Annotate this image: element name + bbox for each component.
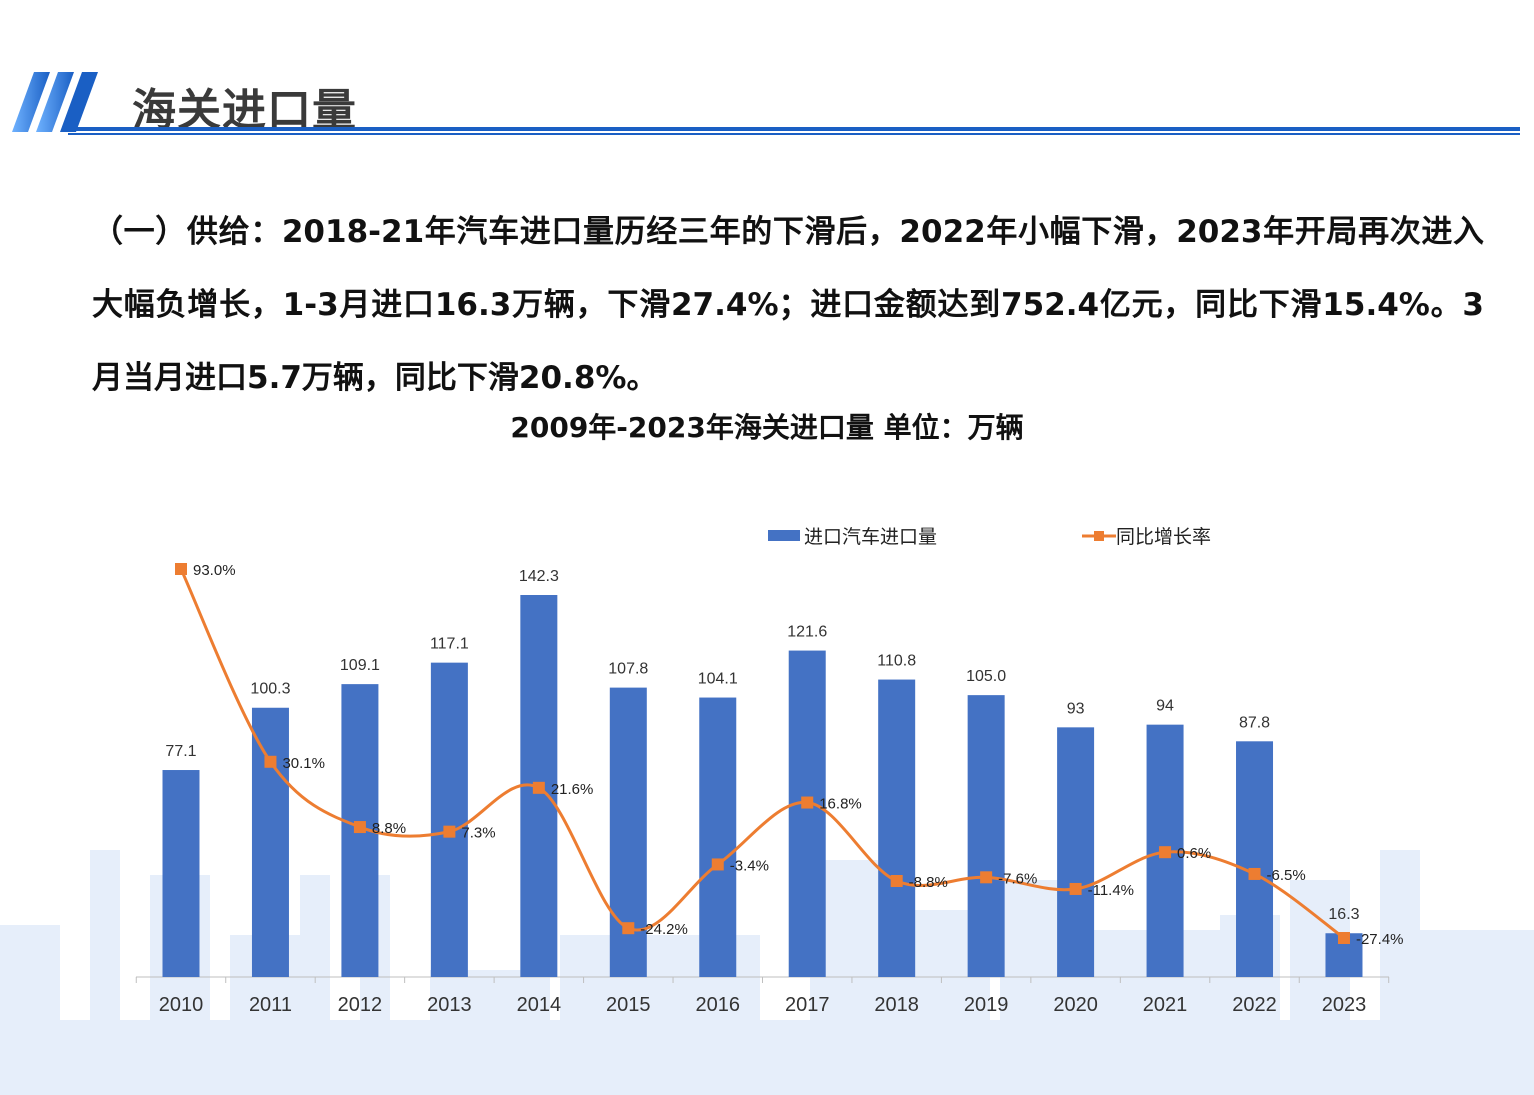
chart-title: 2009年-2023年海关进口量 单位：万辆 bbox=[510, 411, 1024, 444]
growth-label-2010: 93.0% bbox=[193, 562, 236, 579]
bar-2020 bbox=[1057, 727, 1095, 977]
growth-label-2014: 21.6% bbox=[551, 781, 594, 798]
bar-2013 bbox=[430, 662, 468, 977]
bar-2022 bbox=[1236, 741, 1274, 977]
growth-label-2021: 0.6% bbox=[1177, 845, 1211, 862]
x-tick-label-2011: 2011 bbox=[249, 994, 292, 1016]
header-divider-thin bbox=[68, 133, 1520, 135]
bar-label-2013: 117.1 bbox=[430, 636, 469, 653]
growth-label-2013: 7.3% bbox=[461, 825, 495, 842]
x-tick-label-2022: 2022 bbox=[1232, 994, 1277, 1016]
x-tick-label-2010: 2010 bbox=[159, 994, 204, 1016]
bar-label-2019: 105.0 bbox=[966, 668, 1006, 685]
growth-point-2018 bbox=[890, 874, 903, 887]
x-tick-label-2013: 2013 bbox=[427, 994, 472, 1016]
legend-item-bar: 进口汽车进口量 bbox=[768, 522, 937, 549]
x-tick-label-2012: 2012 bbox=[338, 994, 383, 1016]
legend-bar-swatch bbox=[768, 530, 800, 541]
x-tick-label-2023: 2023 bbox=[1322, 994, 1367, 1016]
growth-point-2010 bbox=[175, 563, 187, 575]
bar-label-2020: 93 bbox=[1067, 700, 1085, 717]
growth-label-2019: -7.6% bbox=[998, 870, 1037, 887]
header-stripes-icon bbox=[12, 72, 98, 132]
growth-point-2021 bbox=[1159, 846, 1172, 859]
growth-label-2015: -24.2% bbox=[640, 921, 688, 938]
bar-label-2016: 104.1 bbox=[698, 671, 738, 688]
growth-point-2011 bbox=[264, 755, 277, 768]
growth-point-2023 bbox=[1337, 932, 1350, 944]
growth-point-2014 bbox=[532, 781, 545, 794]
growth-label-2022: -6.5% bbox=[1267, 867, 1306, 884]
bar-2018 bbox=[878, 679, 916, 977]
bar-2019 bbox=[967, 695, 1005, 977]
growth-point-2017 bbox=[801, 796, 814, 809]
bar-label-2017: 121.6 bbox=[787, 624, 827, 641]
bar-label-2012: 109.1 bbox=[340, 657, 380, 674]
bar-label-2018: 110.8 bbox=[877, 653, 916, 670]
growth-label-2016: -3.4% bbox=[730, 857, 769, 874]
growth-point-2019 bbox=[980, 871, 993, 884]
growth-label-2018: -8.8% bbox=[909, 874, 948, 891]
summary-paragraph: （一）供给：2018-21年汽车进口量历经三年的下滑后，2022年小幅下滑，20… bbox=[92, 214, 1484, 396]
growth-label-2017: 16.8% bbox=[819, 796, 862, 813]
bar-label-2015: 107.8 bbox=[608, 661, 648, 678]
growth-point-2013 bbox=[443, 825, 456, 838]
bar-label-2023: 16.3 bbox=[1328, 906, 1359, 923]
bar-2016 bbox=[699, 697, 737, 977]
bar-label-2011: 100.3 bbox=[250, 681, 290, 698]
x-tick-label-2017: 2017 bbox=[785, 994, 830, 1016]
header-divider bbox=[68, 127, 1520, 131]
legend-line-swatch bbox=[1082, 530, 1116, 541]
growth-point-2012 bbox=[353, 821, 366, 834]
bar-label-2014: 142.3 bbox=[519, 568, 559, 585]
x-tick-label-2015: 2015 bbox=[606, 994, 651, 1016]
bar-2017 bbox=[788, 650, 826, 977]
growth-point-2015 bbox=[622, 922, 635, 935]
x-tick-label-2014: 2014 bbox=[517, 994, 562, 1016]
x-tick-label-2019: 2019 bbox=[964, 994, 1009, 1016]
x-tick-label-2016: 2016 bbox=[696, 994, 741, 1016]
growth-point-2022 bbox=[1248, 867, 1261, 880]
legend-bar-label: 进口汽车进口量 bbox=[804, 526, 938, 548]
bar-label-2021: 94 bbox=[1156, 698, 1174, 715]
bar-label-2010: 77.1 bbox=[165, 743, 196, 760]
bar-2011 bbox=[251, 707, 289, 977]
legend-item-line: 同比增长率 bbox=[1082, 522, 1211, 549]
growth-label-2012: 8.8% bbox=[372, 820, 406, 837]
growth-label-2023: -27.4% bbox=[1356, 931, 1404, 948]
x-tick-label-2021: 2021 bbox=[1143, 994, 1188, 1016]
x-tick-label-2020: 2020 bbox=[1053, 994, 1098, 1016]
growth-point-2016 bbox=[711, 858, 724, 871]
bar-2010 bbox=[162, 770, 200, 977]
x-tick-label-2018: 2018 bbox=[874, 994, 919, 1016]
growth-label-2011: 30.1% bbox=[282, 755, 325, 772]
bar-label-2022: 87.8 bbox=[1239, 714, 1270, 731]
growth-label-2020: -11.4% bbox=[1088, 882, 1134, 899]
growth-point-2020 bbox=[1069, 882, 1082, 895]
legend-line-label: 同比增长率 bbox=[1116, 526, 1212, 548]
